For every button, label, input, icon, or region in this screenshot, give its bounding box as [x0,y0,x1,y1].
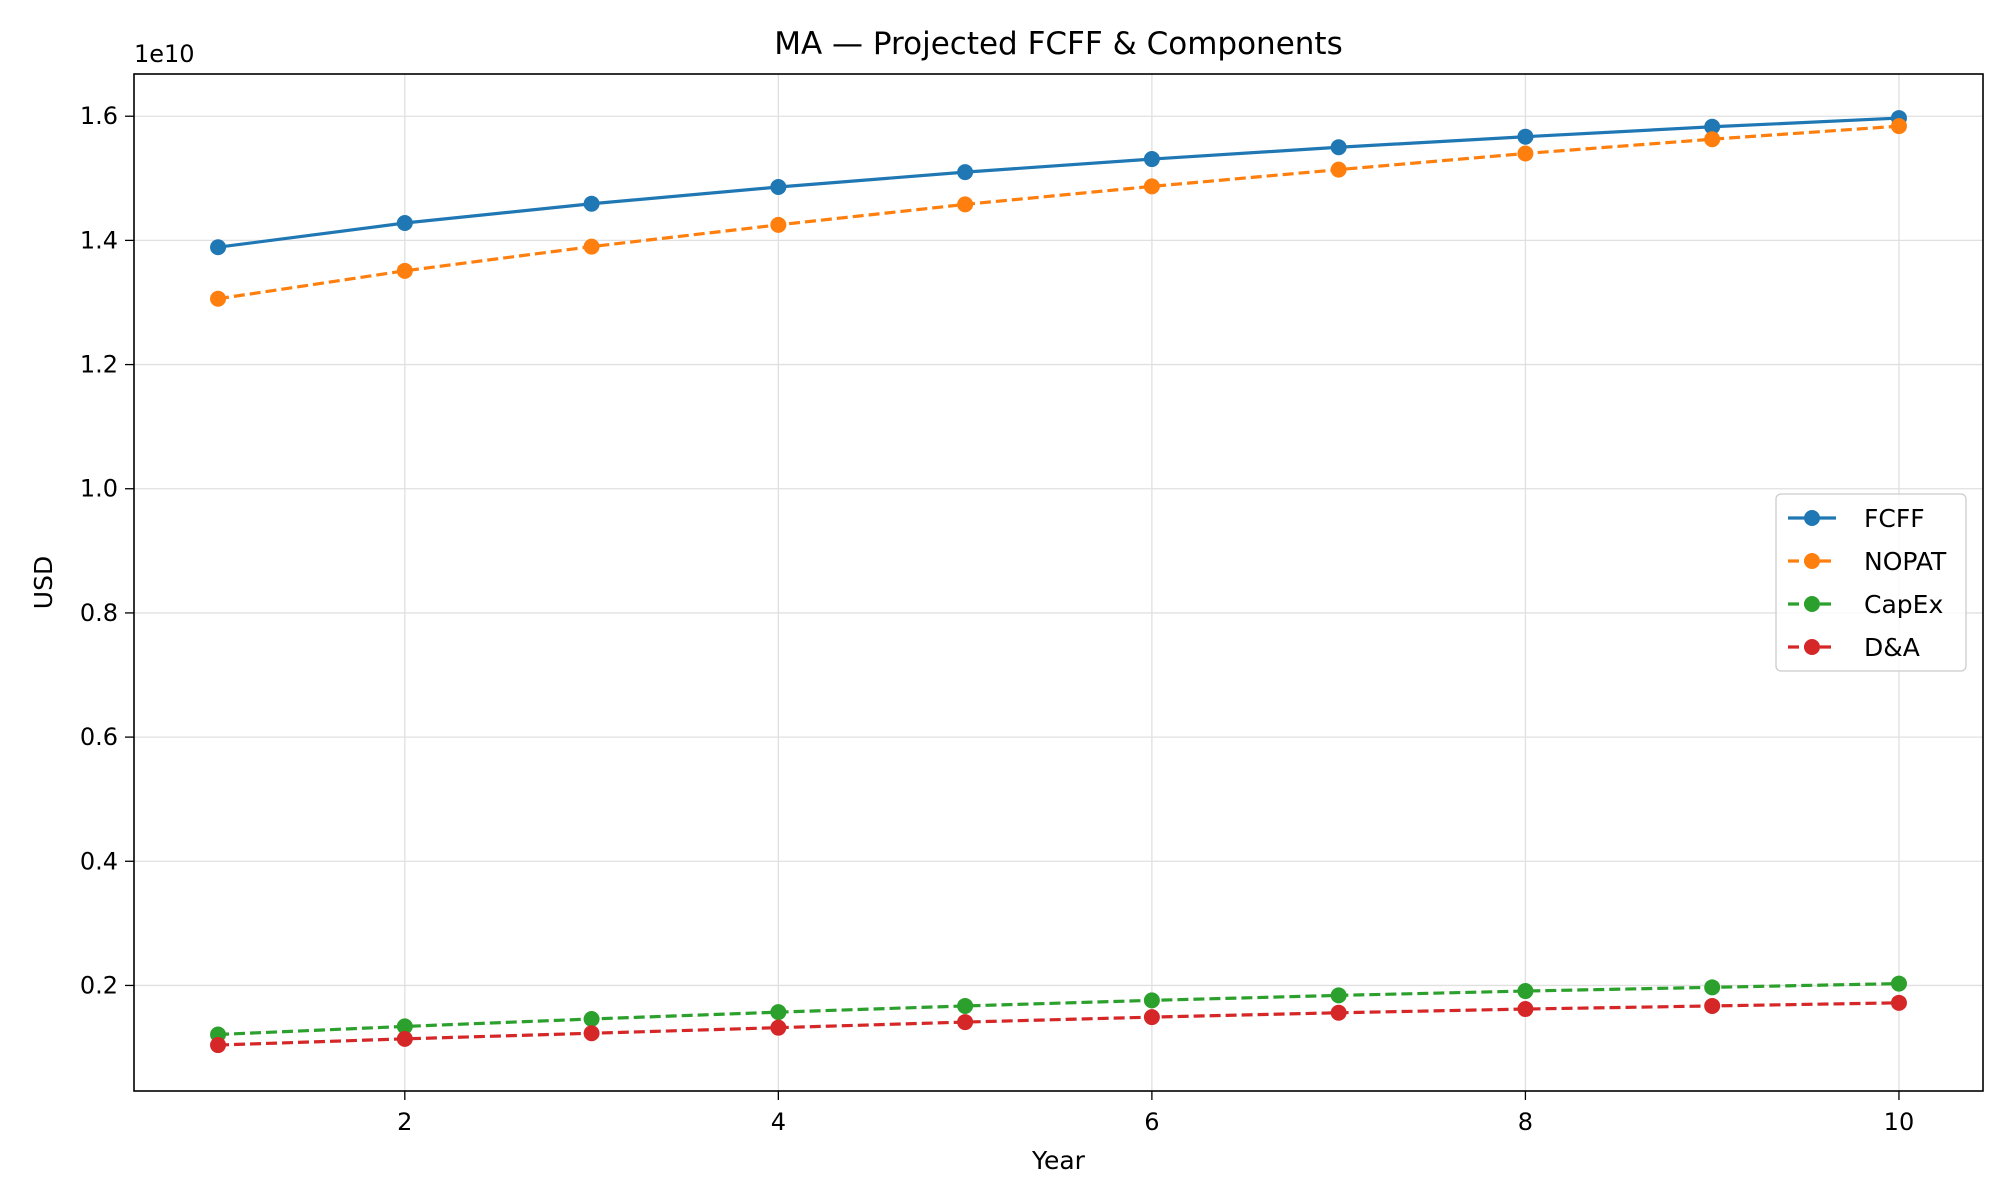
data-point [770,1004,787,1021]
data-point [1517,128,1534,145]
data-point [957,997,974,1014]
legend: FCFF NOPAT CapEx D&A [1775,493,1967,672]
data-point [396,215,413,232]
y-tick-label: 1.2 [80,351,118,379]
data-point [396,1030,413,1047]
plot-frame [133,73,1984,1092]
x-tick-label: 4 [771,1108,786,1136]
data-point [583,1010,600,1027]
series-line [217,116,1900,249]
data-point [1890,975,1907,992]
series-line [217,981,1899,1037]
data-point [957,1014,974,1031]
y-axis: 0.2 0.4 0.6 0.8 1.0 1.2 1.4 1.6 [80,102,134,999]
y-tick-label: 0.2 [80,971,118,999]
series-capex [210,975,1907,1043]
data-point [770,216,787,233]
data-point [396,262,413,279]
data-point [210,1037,227,1054]
legend-marker [1804,639,1820,655]
y-tick-label: 1.0 [80,475,118,503]
data-point [1517,983,1534,1000]
series-layer [210,110,1907,1054]
legend-label: FCFF [1864,504,1925,533]
legend-label: NOPAT [1864,547,1947,576]
chart-title: MA — Projected FCFF & Components [774,26,1342,62]
data-point [1704,131,1721,148]
data-point [396,1018,413,1035]
data-point [770,179,787,195]
y-axis-label: USD [29,556,58,609]
legend-marker [1804,596,1820,612]
series-line [217,124,1900,301]
y-tick-label: 1.4 [80,226,118,254]
series-nopat [210,118,1907,307]
data-point [583,195,600,212]
legend-marker [1804,510,1820,526]
y-tick-label: 0.4 [80,847,118,875]
y-tick-label: 0.6 [80,723,118,751]
data-point [583,1025,600,1042]
x-axis: 2 4 6 8 10 [397,1091,1914,1136]
legend-item: D&A [1788,633,1920,662]
data-point [1890,994,1907,1011]
series-line [217,1001,1899,1047]
x-tick-label: 8 [1518,1108,1533,1136]
data-point [1890,118,1907,135]
x-tick-label: 6 [1144,1108,1159,1136]
data-point [1143,992,1160,1009]
data-point [1330,987,1347,1004]
data-point [583,238,600,255]
legend-box [1775,493,1967,672]
data-point [957,196,974,213]
legend-label: D&A [1864,633,1920,662]
data-point [1330,1004,1347,1021]
data-point [210,239,227,256]
legend-marker [1804,553,1820,569]
data-point [1143,178,1160,195]
data-point [1517,1001,1534,1018]
x-axis-label: Year [1031,1146,1086,1175]
data-point [1704,979,1721,996]
data-point [1704,997,1721,1014]
legend-item: CapEx [1788,590,1943,619]
data-point [1330,161,1347,178]
y-tick-label: 0.8 [80,599,118,627]
data-point [1330,139,1347,156]
y-tick-label: 1.6 [80,102,118,130]
y-offset-text: 1e10 [134,40,195,68]
series-d-a [210,994,1907,1054]
legend-item: NOPAT [1788,547,1947,576]
data-point [1143,151,1160,168]
x-tick-label: 2 [397,1108,412,1136]
data-point [210,290,227,307]
data-point [1143,1009,1160,1026]
legend-item: FCFF [1788,504,1925,533]
data-point [1517,145,1534,162]
data-point [1704,118,1721,135]
data-point [957,164,974,181]
legend-label: CapEx [1864,590,1943,619]
x-tick-label: 10 [1884,1108,1915,1136]
data-point [770,1019,787,1036]
